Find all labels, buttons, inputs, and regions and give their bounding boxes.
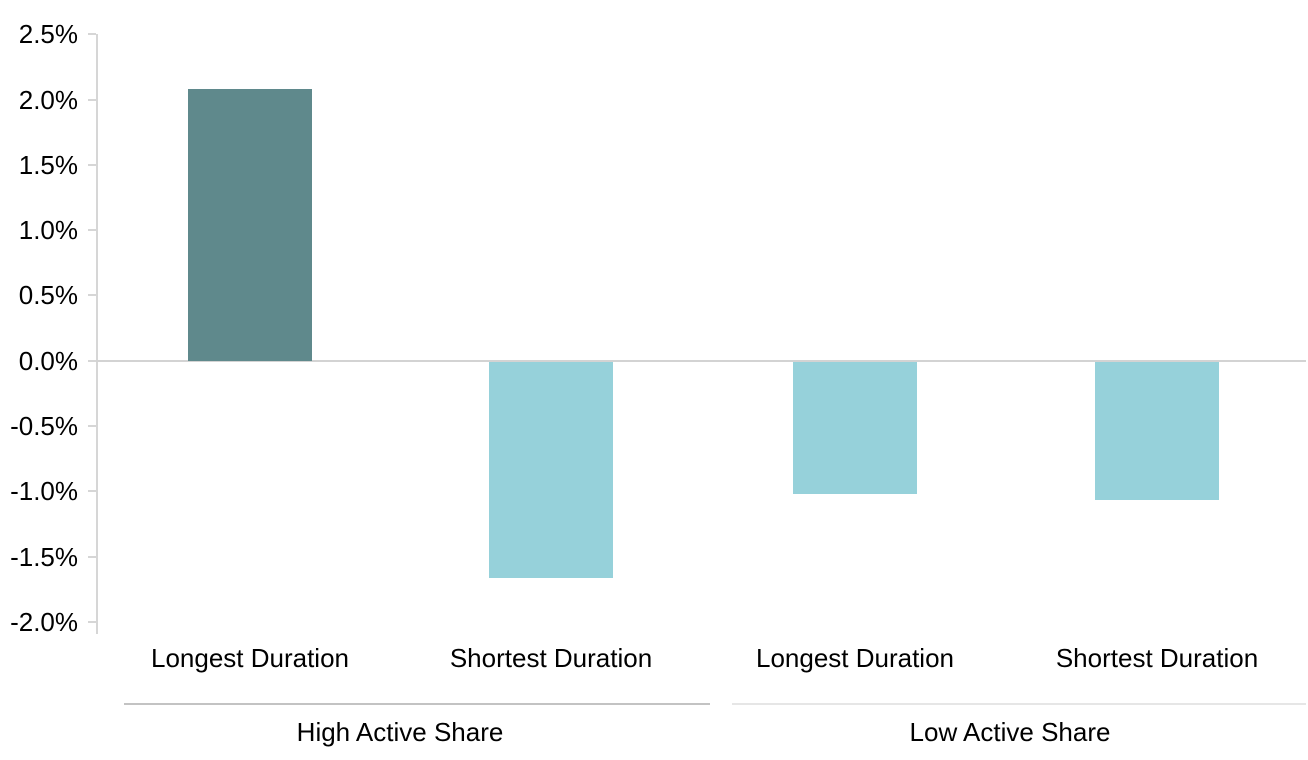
category-label: Longest Duration	[150, 643, 350, 673]
bar-3-negative	[793, 361, 917, 494]
y-axis-tick	[88, 490, 96, 493]
y-axis-tick-label: -0.5%	[10, 411, 78, 441]
y-axis-tick	[88, 294, 96, 297]
y-axis-tick-label: 2.0%	[18, 84, 78, 115]
category-label: Shortest Duration	[1055, 643, 1259, 673]
y-axis-tick	[88, 620, 96, 623]
y-axis-tick	[88, 33, 96, 36]
y-axis-tick-label: -2.0%	[10, 606, 78, 637]
y-axis-tick	[88, 98, 96, 101]
bar-1-positive	[188, 89, 312, 361]
y-axis-tick	[88, 425, 96, 427]
group-label: High Active Share	[296, 717, 504, 747]
group-separator-line	[732, 703, 1306, 705]
y-axis-tick-label: -1.0%	[10, 476, 78, 507]
y-axis-tick-label: 1.5%	[18, 149, 78, 180]
bar-4-negative	[1095, 361, 1219, 501]
y-axis-tick-label: 0.0%	[18, 345, 78, 376]
category-label: Longest Duration	[755, 643, 955, 673]
y-axis-tick-label: 1.0%	[18, 215, 78, 246]
bar-2-negative	[489, 361, 613, 579]
y-axis-tick-label: -1.5%	[10, 541, 78, 572]
y-axis-tick	[88, 555, 96, 558]
zero-gridline	[96, 359, 1306, 362]
y-axis-tick-label: 2.5%	[18, 19, 78, 50]
y-axis-tick	[88, 229, 96, 232]
y-axis-tick-label: 0.5%	[18, 280, 78, 311]
y-axis-tick	[88, 359, 96, 362]
group-label: Low Active Share	[909, 717, 1111, 747]
group-separator-line	[124, 703, 710, 705]
y-axis-line	[96, 34, 98, 634]
category-label: Shortest Duration	[449, 643, 653, 673]
y-axis-tick	[88, 163, 96, 166]
